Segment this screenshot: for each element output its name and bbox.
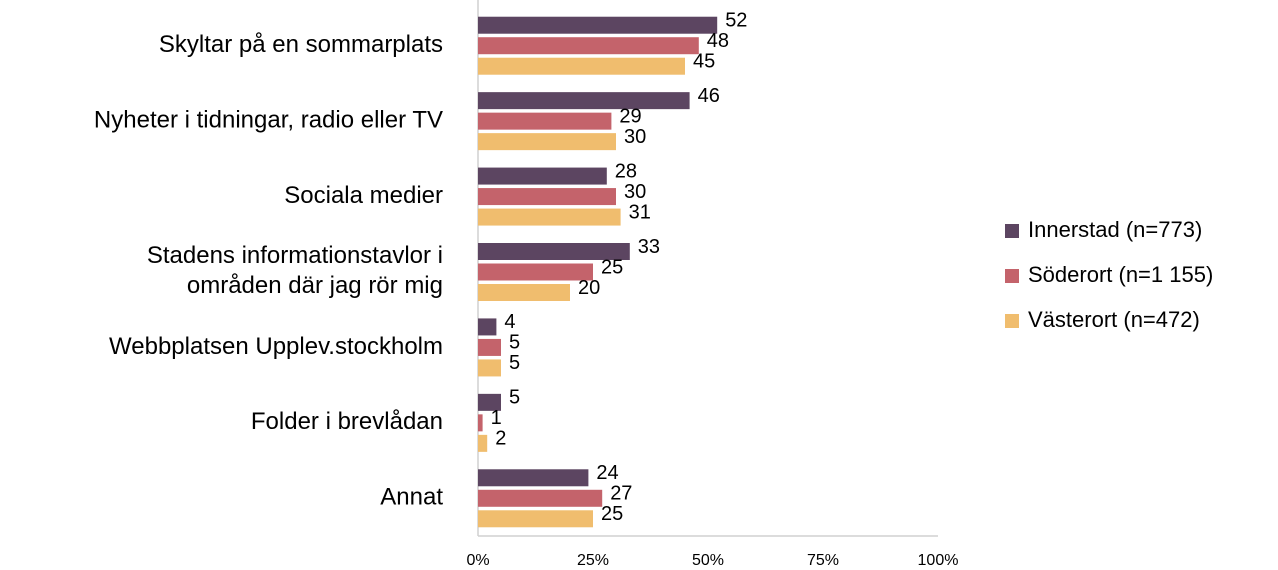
bar <box>478 37 699 55</box>
value-label: 30 <box>624 126 646 148</box>
value-label: 5 <box>509 352 520 374</box>
category-label: Stadens informationstavlor i områden där … <box>147 242 443 299</box>
x-tick-label: 75% <box>807 552 839 569</box>
value-label: 45 <box>693 50 715 72</box>
bar <box>478 167 607 185</box>
legend-label: Innerstad (n=773) <box>1028 217 1202 242</box>
value-label: 27 <box>610 483 632 505</box>
bar <box>478 133 616 151</box>
x-tick-label: 0% <box>466 552 489 569</box>
bar <box>478 208 621 226</box>
category-label: Skyltar på en sommarplats <box>159 31 443 58</box>
x-tick-label: 50% <box>692 552 724 569</box>
bar <box>478 393 501 411</box>
bar <box>478 112 612 130</box>
legend-label: Västerort (n=472) <box>1028 307 1200 332</box>
value-label: 46 <box>698 85 720 107</box>
value-label: 31 <box>629 201 651 223</box>
bar <box>478 414 483 432</box>
value-label: 29 <box>619 105 641 127</box>
legend-swatch <box>1005 224 1019 238</box>
x-tick-label: 100% <box>918 552 959 569</box>
value-label: 25 <box>601 256 623 278</box>
value-label: 1 <box>491 407 502 429</box>
category-label: Nyheter i tidningar, radio eller TV <box>94 106 443 133</box>
category-label: Annat <box>380 484 443 511</box>
value-label: 4 <box>504 311 515 333</box>
value-label: 2 <box>495 428 506 450</box>
bar <box>478 434 488 452</box>
value-label: 48 <box>707 30 729 52</box>
bar <box>478 338 501 356</box>
bar <box>478 359 501 377</box>
value-label: 52 <box>725 9 747 31</box>
value-label: 33 <box>638 236 660 258</box>
bar <box>478 284 570 301</box>
bar <box>478 16 718 34</box>
value-label: 5 <box>509 332 520 354</box>
legend-swatch <box>1005 314 1019 328</box>
legend-swatch <box>1005 269 1019 283</box>
value-label: 30 <box>624 181 646 203</box>
bar <box>478 469 589 487</box>
bar <box>478 510 593 528</box>
bar <box>478 188 616 206</box>
x-tick-label: 25% <box>577 552 609 569</box>
legend-label: Söderort (n=1 155) <box>1028 262 1213 287</box>
bar <box>478 57 685 75</box>
value-label: 25 <box>601 503 623 525</box>
bar <box>478 263 593 281</box>
bar <box>478 243 630 260</box>
value-label: 24 <box>596 462 618 484</box>
bar <box>478 318 497 336</box>
category-label: Sociala medier <box>284 182 443 209</box>
category-label: Webbplatsen Upplev.stockholm <box>109 333 443 360</box>
value-label: 28 <box>615 160 637 182</box>
category-label: Folder i brevlådan <box>251 408 443 435</box>
bar <box>478 92 690 110</box>
bar <box>478 489 603 507</box>
value-label: 20 <box>578 277 600 299</box>
value-label: 5 <box>509 387 520 409</box>
